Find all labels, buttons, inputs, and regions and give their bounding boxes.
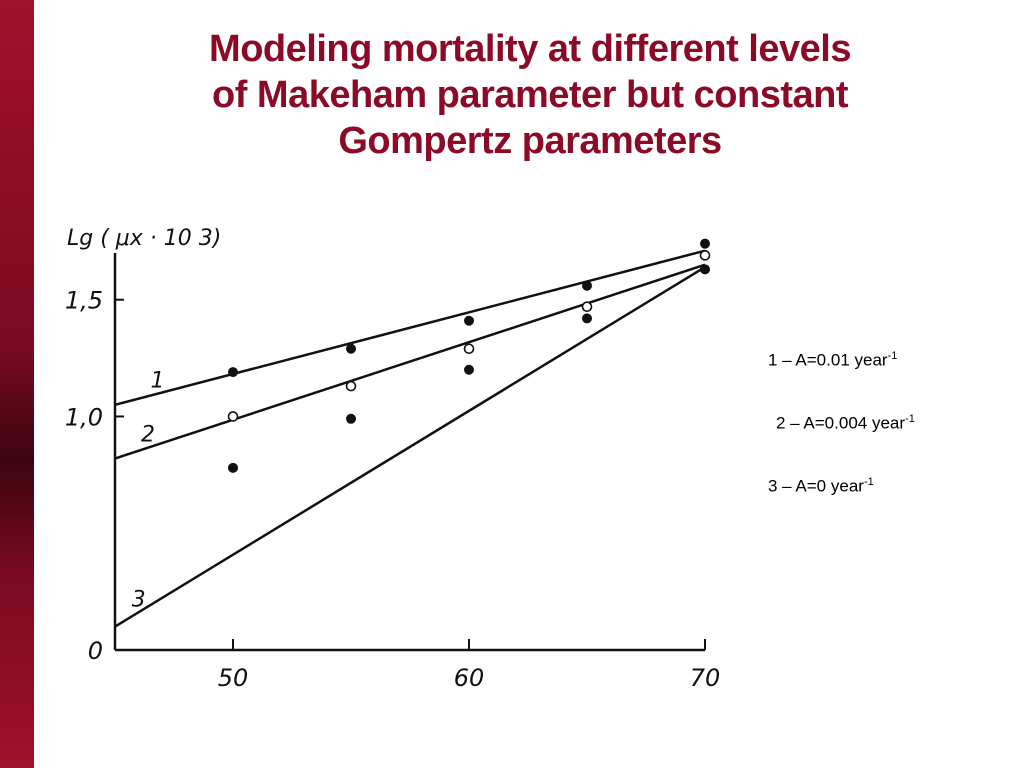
sidebar-accent-bar xyxy=(0,0,34,768)
series-2-point-3 xyxy=(581,301,593,313)
series-1-line xyxy=(114,249,706,407)
title-line-3: Gompertz parameters xyxy=(338,120,722,162)
series-2-point-4 xyxy=(699,250,711,261)
x-tick-label-1: 60 xyxy=(454,664,485,692)
slide-title: Modeling mortality at different levels o… xyxy=(60,26,1000,164)
series-2-line xyxy=(114,263,706,460)
legend-entry-1-sup: -1 xyxy=(887,350,898,362)
y-tick-label-2: 1,5 xyxy=(65,287,103,315)
title-line-2: of Makeham parameter but constant xyxy=(212,74,848,116)
series-2-point-0 xyxy=(227,411,239,422)
legend-entry-1-text: 1 – A=0.01 year xyxy=(768,350,888,370)
series-3-point-4 xyxy=(700,264,710,275)
legend-entry-3: 3 – A=0 year-1 xyxy=(768,476,874,497)
series-1-label: 1 xyxy=(150,369,164,394)
series-1-point-2 xyxy=(464,315,474,326)
title-line-1: Modeling mortality at different levels xyxy=(209,28,851,70)
series-3-point-0 xyxy=(228,462,238,473)
x-tick-label-0: 50 xyxy=(218,664,249,692)
series-1-point-0 xyxy=(228,367,238,378)
legend-entry-1: 1 – A=0.01 year-1 xyxy=(768,350,897,371)
series-2-label: 2 xyxy=(141,423,155,448)
y-tick-label-1: 1,0 xyxy=(65,403,103,431)
legend-entry-2-sup: -1 xyxy=(905,413,915,425)
series-2-point-1 xyxy=(345,380,357,392)
series-1-point-4 xyxy=(700,238,710,249)
legend-entry-3-sup: -1 xyxy=(863,476,874,488)
y-tick-label-0: 0 xyxy=(88,637,103,665)
series-3-point-2 xyxy=(464,364,474,375)
series-1-point-1 xyxy=(346,343,356,354)
legend-entry-2: 2 – A=0.004 year-1 xyxy=(776,413,915,434)
series-1-point-3 xyxy=(582,280,592,291)
legend-entry-2-text: 2 – A=0.004 year xyxy=(776,413,906,433)
legend-entry-3-text: 3 – A=0 year xyxy=(768,476,864,496)
series-2-point-2 xyxy=(463,343,475,355)
mortality-chart: 0 1,0 1,5 50 60 70 Lg ( μx · 10 3) 1 2 3 xyxy=(65,226,721,692)
x-tick-label-2: 70 xyxy=(690,664,721,692)
series-3-point-1 xyxy=(346,413,356,424)
series-3-label: 3 xyxy=(132,587,146,612)
y-axis-label: Lg ( μx · 10 3) xyxy=(67,226,221,251)
series-3-line xyxy=(114,265,706,628)
series-3-point-3 xyxy=(582,313,592,324)
